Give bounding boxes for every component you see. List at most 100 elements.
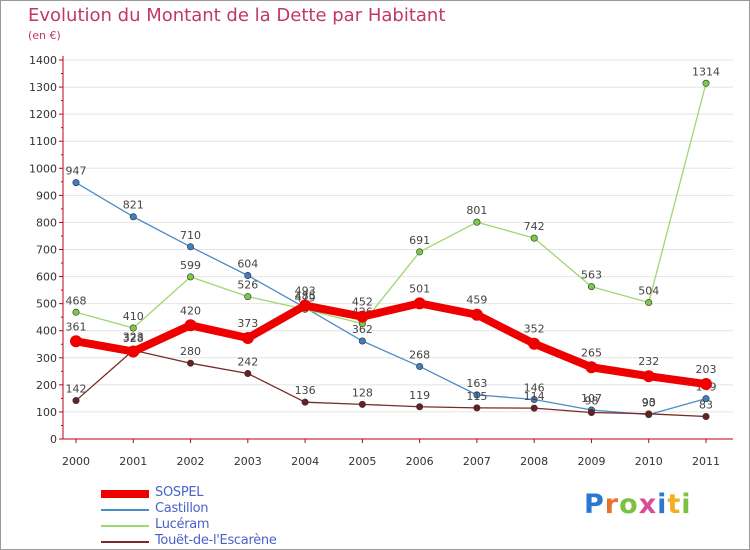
data-label: 163: [466, 377, 487, 390]
data-label: 468: [66, 294, 87, 307]
series-line-luc-ram: [75, 82, 707, 329]
data-label: 119: [409, 389, 430, 402]
x-tick-label: 2003: [234, 455, 262, 468]
logo-letter: r: [604, 489, 620, 520]
data-point: [702, 395, 710, 403]
data-point: [301, 398, 309, 406]
data-label: 93: [642, 396, 656, 409]
data-label: 136: [295, 384, 316, 397]
data-point: [241, 332, 254, 345]
y-tick-label: 1000: [29, 162, 57, 175]
data-label: 98: [584, 394, 598, 407]
data-point: [244, 369, 252, 377]
data-point: [700, 378, 712, 391]
data-label: 410: [123, 310, 144, 323]
data-point: [530, 234, 538, 242]
legend-label: Castillon: [155, 501, 209, 516]
data-point: [530, 404, 538, 412]
y-tick-label: 1200: [29, 108, 57, 121]
data-point: [358, 400, 366, 408]
data-label: 142: [66, 383, 87, 396]
data-point: [70, 335, 82, 348]
y-tick-label: 800: [36, 216, 57, 229]
data-point: [702, 79, 710, 87]
data-point: [587, 408, 595, 416]
data-point: [473, 218, 481, 226]
data-label: 83: [699, 399, 713, 412]
x-tick-label: 2004: [291, 455, 319, 468]
data-point: [356, 310, 369, 323]
data-point: [530, 395, 538, 403]
logo-letter: i: [657, 489, 668, 520]
data-point: [585, 361, 598, 374]
y-tick-label: 0: [50, 433, 57, 446]
data-point: [127, 345, 140, 358]
data-label: 485: [295, 290, 316, 303]
data-label: 107: [581, 392, 602, 405]
data-label: 242: [237, 355, 258, 368]
data-label: 947: [66, 165, 87, 178]
data-label: 203: [696, 363, 717, 376]
proxiti-logo: Proxiti: [584, 489, 692, 520]
data-label: 128: [352, 386, 373, 399]
data-label: 801: [466, 204, 487, 217]
data-point: [470, 308, 483, 321]
data-label: 420: [180, 304, 201, 317]
data-point: [416, 362, 424, 370]
data-label: 268: [409, 348, 430, 361]
series-line-castillon: [75, 181, 707, 416]
y-tick-label: 1400: [29, 54, 57, 67]
legend-label: Touët-de-l'Escarène: [155, 533, 277, 548]
y-tick-label: 300: [36, 352, 57, 365]
y-tick-label: 1300: [29, 81, 57, 94]
logo-letter: x: [638, 489, 658, 520]
y-tick-label: 100: [36, 406, 57, 419]
data-label: 328: [123, 332, 144, 345]
data-point: [587, 283, 595, 291]
data-point: [645, 299, 653, 307]
data-point: [645, 410, 653, 418]
data-point: [416, 248, 424, 256]
data-label: 459: [466, 294, 487, 307]
data-label: 361: [66, 320, 87, 333]
data-label: 742: [524, 220, 545, 233]
data-label: 493: [295, 285, 316, 298]
data-label: 232: [638, 355, 659, 368]
legend-swatch: [101, 541, 149, 543]
logo-letter: t: [667, 489, 682, 520]
data-label: 146: [524, 381, 545, 394]
x-tick-label: 2009: [577, 455, 605, 468]
data-label: 362: [352, 323, 373, 336]
data-label: 115: [466, 390, 487, 403]
y-tick-label: 600: [36, 271, 57, 284]
data-point: [358, 337, 366, 345]
data-point: [184, 319, 197, 332]
data-point: [244, 271, 252, 279]
data-label: 280: [180, 345, 201, 358]
data-label: 452: [352, 296, 373, 309]
data-point: [187, 359, 195, 367]
x-tick-label: 2008: [520, 455, 548, 468]
legend-swatch: [101, 490, 149, 498]
data-label: 691: [409, 234, 430, 247]
series-line-sospel: [72, 299, 710, 389]
data-point: [129, 213, 137, 221]
data-point: [129, 324, 137, 332]
data-point: [702, 413, 710, 421]
logo-letter: P: [584, 489, 605, 520]
unit-label: (en €): [28, 29, 61, 42]
data-label: 563: [581, 269, 602, 282]
data-point: [72, 308, 80, 316]
data-point: [528, 337, 541, 350]
data-label: 504: [638, 285, 659, 298]
data-label: 599: [180, 259, 201, 272]
legend-label: Lucéram: [155, 517, 210, 532]
data-point: [299, 299, 312, 312]
y-tick-label: 900: [36, 189, 57, 202]
y-tick-label: 500: [36, 298, 57, 311]
data-label: 114: [524, 390, 545, 403]
data-label: 352: [524, 323, 545, 336]
data-point: [416, 403, 424, 411]
